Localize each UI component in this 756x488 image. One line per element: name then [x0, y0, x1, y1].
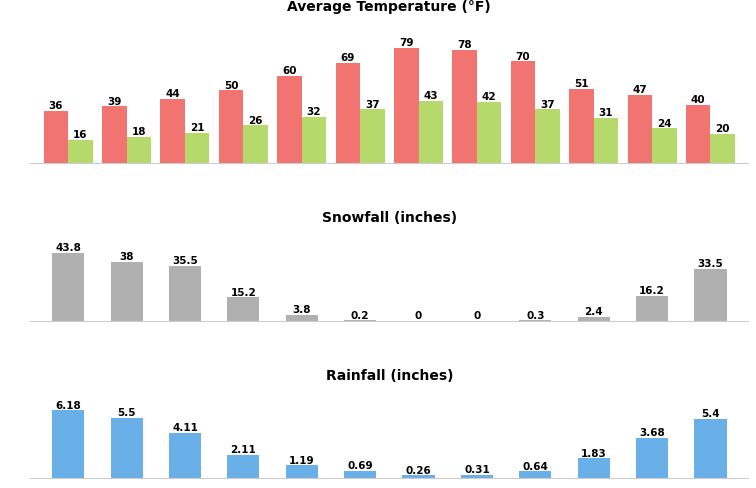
- Text: 0.26: 0.26: [406, 465, 432, 475]
- Text: 70: 70: [516, 51, 531, 61]
- Bar: [402, 475, 435, 478]
- Title: Snowfall (inches): Snowfall (inches): [322, 211, 457, 225]
- Text: 47: 47: [633, 85, 647, 95]
- Bar: [228, 298, 259, 321]
- Bar: [336, 63, 360, 164]
- Bar: [511, 62, 535, 164]
- Text: 1.19: 1.19: [289, 455, 314, 465]
- Text: 0: 0: [415, 310, 422, 321]
- Text: 60: 60: [282, 66, 297, 76]
- Text: 44: 44: [166, 89, 180, 99]
- Bar: [286, 465, 318, 478]
- Text: 20: 20: [715, 124, 730, 134]
- Bar: [360, 110, 385, 164]
- Bar: [218, 91, 243, 164]
- Text: 40: 40: [691, 95, 705, 105]
- Bar: [169, 266, 201, 321]
- Bar: [569, 90, 593, 164]
- Text: 0.2: 0.2: [351, 310, 370, 320]
- Bar: [286, 315, 318, 321]
- Bar: [452, 51, 477, 164]
- Bar: [711, 135, 735, 164]
- Title: Rainfall (inches): Rainfall (inches): [326, 368, 453, 382]
- Text: 4.11: 4.11: [172, 423, 198, 432]
- Text: 79: 79: [399, 39, 414, 48]
- Text: 38: 38: [119, 252, 134, 262]
- Bar: [578, 458, 610, 478]
- Bar: [160, 100, 185, 164]
- Bar: [169, 433, 201, 478]
- Text: 15.2: 15.2: [231, 287, 256, 297]
- Text: 3.68: 3.68: [640, 427, 665, 437]
- Text: 0.64: 0.64: [522, 461, 548, 470]
- Bar: [627, 96, 652, 164]
- Text: 6.18: 6.18: [55, 400, 81, 410]
- Bar: [636, 438, 668, 478]
- Text: 33.5: 33.5: [698, 259, 723, 268]
- Bar: [185, 133, 209, 164]
- Text: 43.8: 43.8: [55, 243, 81, 253]
- Text: 69: 69: [341, 53, 355, 63]
- Text: 31: 31: [599, 108, 613, 118]
- Text: 51: 51: [575, 79, 589, 89]
- Text: 5.4: 5.4: [701, 408, 720, 418]
- Bar: [695, 269, 727, 321]
- Text: 0.69: 0.69: [347, 460, 373, 470]
- Text: 37: 37: [541, 100, 555, 109]
- Bar: [344, 470, 376, 478]
- Bar: [228, 455, 259, 478]
- Text: 1.83: 1.83: [581, 447, 606, 458]
- Bar: [277, 77, 302, 164]
- Bar: [461, 475, 493, 478]
- Bar: [110, 262, 143, 321]
- Text: 35.5: 35.5: [172, 256, 198, 265]
- Bar: [52, 253, 84, 321]
- Bar: [686, 106, 711, 164]
- Bar: [477, 103, 501, 164]
- Text: 50: 50: [224, 81, 238, 90]
- Text: 36: 36: [48, 101, 64, 111]
- Bar: [652, 129, 677, 164]
- Text: 24: 24: [657, 118, 671, 128]
- Text: 2.4: 2.4: [584, 307, 603, 317]
- Text: 21: 21: [190, 122, 204, 133]
- Bar: [52, 410, 84, 478]
- Bar: [126, 138, 151, 164]
- Text: 16.2: 16.2: [640, 285, 665, 295]
- Title: Average Temperature (°F): Average Temperature (°F): [287, 0, 491, 14]
- Text: 26: 26: [249, 115, 263, 125]
- Text: 0: 0: [473, 310, 481, 321]
- Text: 42: 42: [482, 92, 497, 102]
- Bar: [578, 317, 610, 321]
- Text: 78: 78: [457, 40, 472, 50]
- Bar: [68, 141, 93, 164]
- Bar: [394, 49, 419, 164]
- Text: 5.5: 5.5: [117, 407, 136, 417]
- Bar: [419, 102, 443, 164]
- Text: 0.31: 0.31: [464, 464, 490, 474]
- Bar: [243, 126, 268, 164]
- Text: 2.11: 2.11: [231, 445, 256, 454]
- Bar: [102, 107, 126, 164]
- Bar: [636, 296, 668, 321]
- Text: 37: 37: [365, 100, 380, 109]
- Text: 3.8: 3.8: [293, 305, 311, 315]
- Bar: [519, 471, 551, 478]
- Bar: [695, 419, 727, 478]
- Text: 43: 43: [423, 91, 438, 101]
- Text: 39: 39: [107, 97, 122, 106]
- Text: 16: 16: [73, 130, 88, 140]
- Text: 32: 32: [307, 107, 321, 117]
- Bar: [44, 112, 68, 164]
- Bar: [110, 418, 143, 478]
- Bar: [593, 119, 618, 164]
- Text: 18: 18: [132, 127, 146, 137]
- Bar: [302, 118, 327, 164]
- Bar: [535, 110, 560, 164]
- Text: 0.3: 0.3: [526, 310, 544, 320]
